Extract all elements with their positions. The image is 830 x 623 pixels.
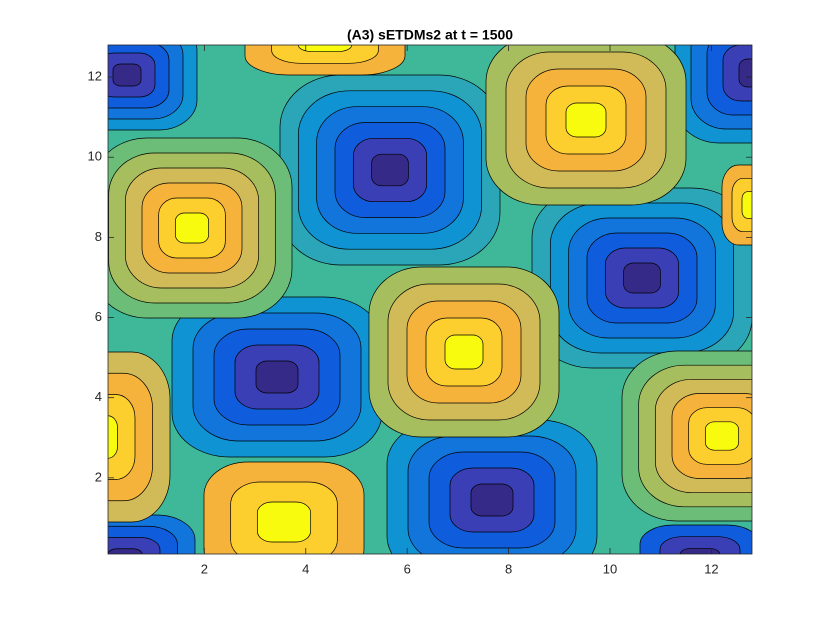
axes-box	[107, 44, 753, 555]
contour-band	[255, 360, 299, 394]
contour-band	[108, 394, 136, 480]
x-tick-label: 6	[404, 561, 411, 576]
contour-band	[256, 501, 312, 543]
contour-band	[108, 548, 143, 554]
contour-band	[470, 483, 514, 517]
contour-band	[271, 45, 379, 64]
contour-band	[108, 415, 118, 459]
x-tick-label: 2	[201, 561, 208, 576]
contour-band	[174, 212, 210, 244]
contour-band	[297, 45, 353, 53]
x-tick-label: 4	[302, 561, 309, 576]
contour-band	[704, 421, 740, 451]
y-tick-label: 4	[95, 389, 102, 404]
y-tick-label: 6	[95, 309, 102, 324]
contour-band	[738, 58, 752, 88]
contour-band	[371, 153, 409, 187]
contour-band	[722, 45, 752, 102]
chart-title: (A3) sETDMs2 at t = 1500	[347, 27, 513, 43]
contour-band	[659, 536, 741, 554]
x-tick-label: 10	[603, 561, 617, 576]
y-tick-label: 10	[88, 149, 102, 164]
contour-band	[679, 547, 721, 554]
contour-band	[741, 191, 752, 219]
contour-field	[108, 45, 752, 554]
y-tick-label: 12	[88, 69, 102, 84]
contour-band	[112, 63, 142, 87]
x-tick-label: 12	[704, 561, 718, 576]
y-tick-label: 2	[95, 469, 102, 484]
contour-band	[565, 102, 607, 138]
contour-band	[623, 262, 661, 294]
contour-band	[444, 334, 484, 370]
y-tick-label: 8	[95, 229, 102, 244]
x-tick-label: 8	[505, 561, 512, 576]
